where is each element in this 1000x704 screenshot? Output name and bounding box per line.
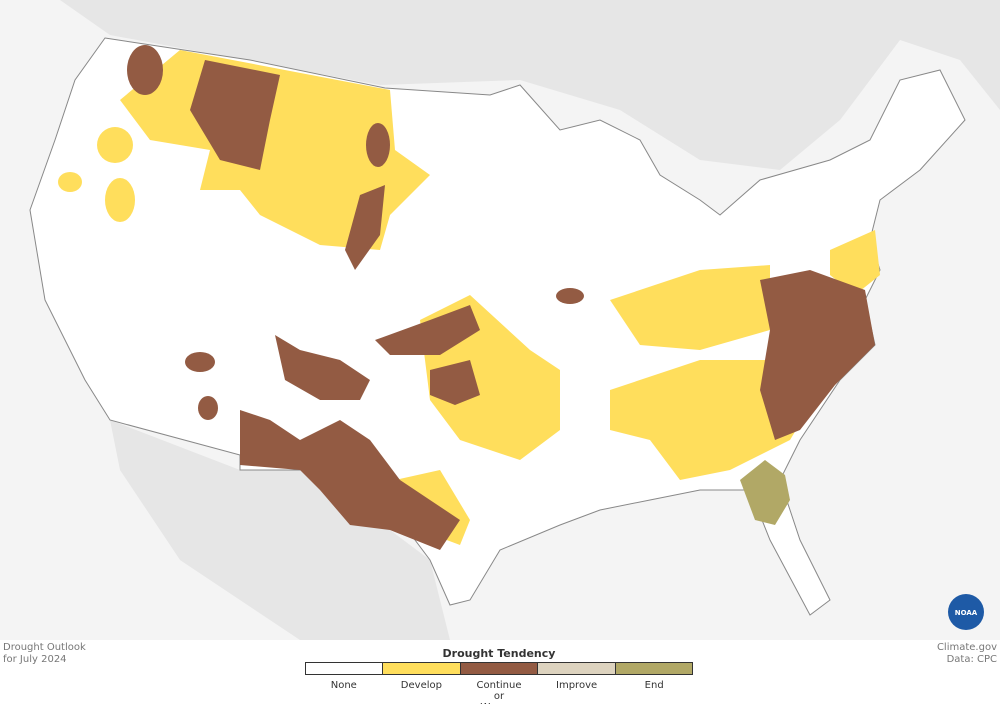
legend-swatch (382, 663, 460, 674)
continue-area (760, 270, 875, 440)
credit-source: Data: CPC (946, 654, 997, 665)
legend-swatch (306, 663, 383, 674)
develop-area (97, 127, 133, 163)
continue-area (556, 288, 584, 304)
canada (0, 0, 1000, 170)
continue-area (345, 185, 385, 270)
develop-area (610, 265, 770, 350)
legend-label: End (644, 680, 664, 691)
caption-line: Drought Outlook (3, 642, 86, 653)
continue-area (366, 123, 390, 167)
develop-area (58, 172, 82, 192)
logo-text: NOAA (955, 609, 978, 617)
legend-label: Continue or Worsen (476, 680, 522, 704)
continue-area (185, 352, 215, 372)
continue-area (430, 360, 480, 405)
noaa-logo (948, 594, 984, 630)
continue-area (198, 396, 218, 420)
drought-areas (58, 45, 880, 550)
legend-labels: None Develop Continue or Worsen Improve End (305, 680, 693, 704)
develop-area (830, 230, 880, 295)
legend-label: Develop (400, 680, 442, 691)
caption-line: for July 2024 (3, 654, 67, 665)
legend-swatch (614, 663, 693, 674)
legend-title: Drought Tendency (442, 647, 556, 660)
caption: Drought Outlook for July 2024 (3, 642, 86, 666)
map: NOAA (0, 0, 1000, 640)
legend-swatch (537, 663, 615, 674)
credit-site: Climate.gov (936, 642, 997, 653)
legend-label: None (330, 680, 357, 691)
continue-area (240, 410, 460, 550)
legend-bar (305, 662, 693, 675)
mexico (110, 420, 450, 640)
credit: Climate.gov Data: CPC (937, 642, 997, 666)
end-area (740, 460, 790, 525)
legend-swatch (459, 663, 538, 674)
continue-area (127, 45, 163, 95)
continue-area (275, 335, 370, 400)
continue-area (375, 305, 480, 355)
legend-label: Improve (556, 680, 598, 691)
develop-area (105, 178, 135, 222)
continue-area (190, 60, 280, 170)
